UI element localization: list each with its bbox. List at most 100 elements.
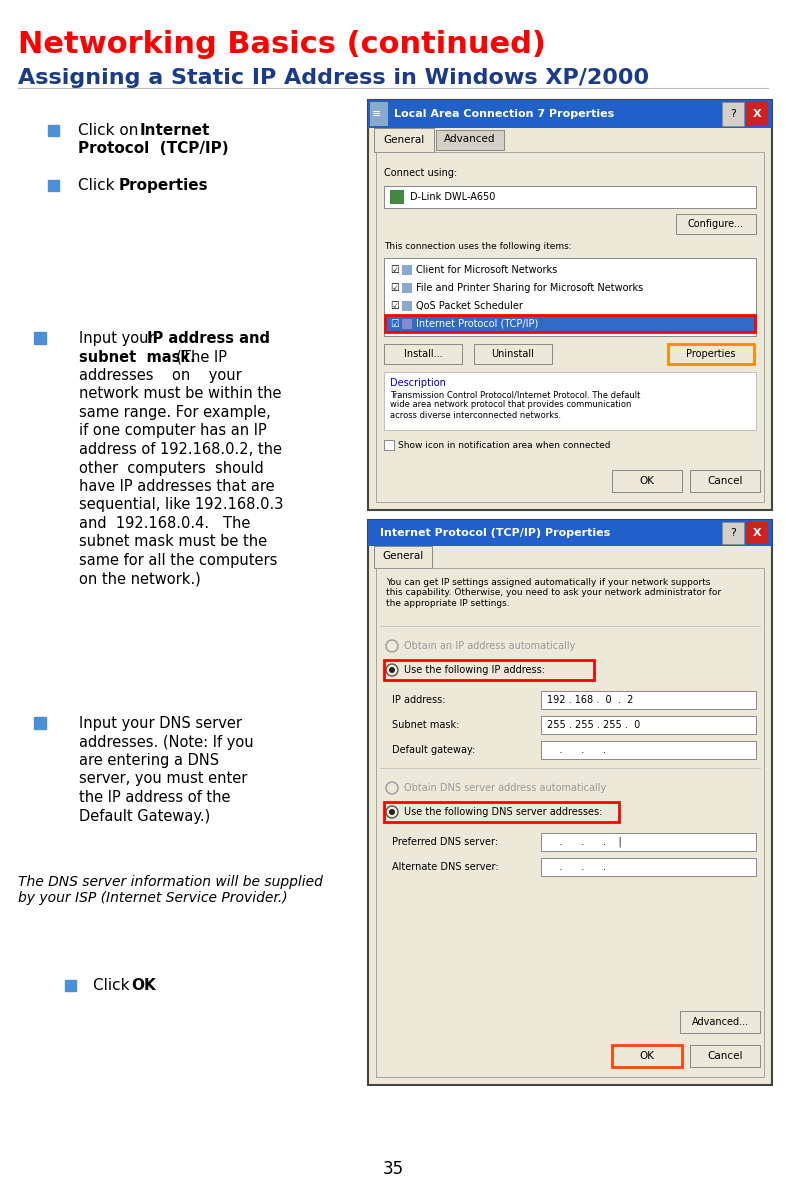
Text: Click: Click <box>78 178 124 193</box>
Text: Input your DNS server: Input your DNS server <box>79 716 242 730</box>
Bar <box>384 372 756 430</box>
Text: (The IP: (The IP <box>167 350 227 364</box>
Bar <box>376 569 764 1077</box>
Text: IP address:: IP address: <box>392 695 446 704</box>
Bar <box>384 440 394 450</box>
Text: Cancel: Cancel <box>707 476 743 486</box>
Text: other  computers  should: other computers should <box>79 461 264 475</box>
Bar <box>376 152 764 502</box>
Text: .      .      .: . . . <box>547 745 615 755</box>
Text: Show icon in notification area when connected: Show icon in notification area when conn… <box>398 441 611 449</box>
Bar <box>690 470 760 492</box>
Bar <box>746 522 768 544</box>
Text: Input your: Input your <box>79 331 160 346</box>
Text: Configure...: Configure... <box>688 219 744 229</box>
Text: Properties: Properties <box>119 178 208 193</box>
Text: Description: Description <box>390 378 446 388</box>
Text: Protocol  (TCP/IP): Protocol (TCP/IP) <box>78 141 229 156</box>
Text: subnet  mask.: subnet mask. <box>79 350 196 364</box>
Text: Use the following IP address:: Use the following IP address: <box>404 665 545 675</box>
Bar <box>368 520 772 546</box>
Text: Default gateway:: Default gateway: <box>392 745 476 755</box>
Text: address of 192.168.0.2, the: address of 192.168.0.2, the <box>79 442 282 457</box>
Bar <box>384 660 594 680</box>
Bar <box>65 980 76 991</box>
Text: OK: OK <box>640 476 655 486</box>
Bar <box>474 344 552 364</box>
Text: addresses. (Note: If you: addresses. (Note: If you <box>79 734 254 749</box>
Bar <box>541 741 756 759</box>
Text: are entering a DNS: are entering a DNS <box>79 753 219 768</box>
Text: Cancel: Cancel <box>707 1051 743 1061</box>
Text: Internet Protocol (TCP/IP) Properties: Internet Protocol (TCP/IP) Properties <box>380 528 610 538</box>
Text: Uninstall: Uninstall <box>491 349 534 359</box>
Bar <box>541 833 756 851</box>
Text: sequential, like 192.168.0.3: sequential, like 192.168.0.3 <box>79 498 284 513</box>
Bar <box>385 314 755 332</box>
Bar <box>612 1045 682 1067</box>
Text: X: X <box>753 109 762 119</box>
Text: Internet Protocol (TCP/IP): Internet Protocol (TCP/IP) <box>416 319 538 329</box>
Bar <box>541 716 756 734</box>
Bar <box>668 344 754 364</box>
Bar <box>402 265 412 275</box>
Text: ?: ? <box>730 528 736 538</box>
Bar <box>368 520 772 1085</box>
Bar <box>48 180 59 191</box>
Bar <box>680 1011 760 1033</box>
Text: subnet mask must be the: subnet mask must be the <box>79 534 267 550</box>
Circle shape <box>389 667 395 673</box>
Bar <box>374 546 432 569</box>
Text: ☑: ☑ <box>390 301 399 311</box>
Bar <box>384 186 756 208</box>
Text: the IP address of the: the IP address of the <box>79 790 230 805</box>
Text: if one computer has an IP: if one computer has an IP <box>79 423 266 439</box>
Text: You can get IP settings assigned automatically if your network supports
this cap: You can get IP settings assigned automat… <box>386 578 721 608</box>
Text: D-Link DWL-A650: D-Link DWL-A650 <box>410 191 495 202</box>
Text: ≡: ≡ <box>372 109 381 119</box>
Bar <box>722 102 744 126</box>
Text: Subnet mask:: Subnet mask: <box>392 720 459 730</box>
Bar <box>374 128 434 152</box>
Text: ☑: ☑ <box>390 265 399 275</box>
Circle shape <box>389 808 395 816</box>
Text: This connection uses the following items:: This connection uses the following items… <box>384 242 571 251</box>
Text: Assigning a Static IP Address in Windows XP/2000: Assigning a Static IP Address in Windows… <box>18 69 649 87</box>
Bar <box>402 282 412 293</box>
Text: by your ISP (Internet Service Provider.): by your ISP (Internet Service Provider.) <box>18 891 288 905</box>
Text: on the network.): on the network.) <box>79 572 200 586</box>
Bar <box>34 332 46 344</box>
Text: Internet: Internet <box>140 123 211 138</box>
Bar <box>746 102 768 126</box>
Text: QoS Packet Scheduler: QoS Packet Scheduler <box>416 301 523 311</box>
Bar <box>384 258 756 336</box>
Text: network must be within the: network must be within the <box>79 387 281 402</box>
Text: .      .      .    |: . . . | <box>547 837 622 847</box>
Bar <box>612 470 682 492</box>
Text: Click: Click <box>93 978 134 993</box>
Text: Alternate DNS server:: Alternate DNS server: <box>392 862 498 872</box>
Text: ☑: ☑ <box>390 319 399 329</box>
Text: 35: 35 <box>383 1160 403 1178</box>
Text: .      .      .: . . . <box>547 862 615 872</box>
Text: File and Printer Sharing for Microsoft Networks: File and Printer Sharing for Microsoft N… <box>416 282 643 293</box>
Bar <box>384 803 619 821</box>
Bar <box>390 190 404 204</box>
Bar <box>34 717 46 729</box>
Text: same for all the computers: same for all the computers <box>79 553 277 569</box>
Text: Connect using:: Connect using: <box>384 168 457 178</box>
Text: addresses    on    your: addresses on your <box>79 368 242 383</box>
Text: have IP addresses that are: have IP addresses that are <box>79 479 274 494</box>
Bar <box>690 1045 760 1067</box>
Text: OK: OK <box>131 978 156 993</box>
Text: Transmission Control Protocol/Internet Protocol. The default
wide area network p: Transmission Control Protocol/Internet P… <box>390 390 641 420</box>
Text: Click on: Click on <box>78 123 143 138</box>
Bar <box>402 319 412 329</box>
Text: ?: ? <box>730 109 736 119</box>
Text: Local Area Connection 7 Properties: Local Area Connection 7 Properties <box>394 109 614 119</box>
Text: OK: OK <box>640 1051 655 1061</box>
Bar <box>541 691 756 709</box>
Bar <box>368 100 772 509</box>
Text: Client for Microsoft Networks: Client for Microsoft Networks <box>416 265 557 275</box>
Text: IP address and: IP address and <box>147 331 270 346</box>
